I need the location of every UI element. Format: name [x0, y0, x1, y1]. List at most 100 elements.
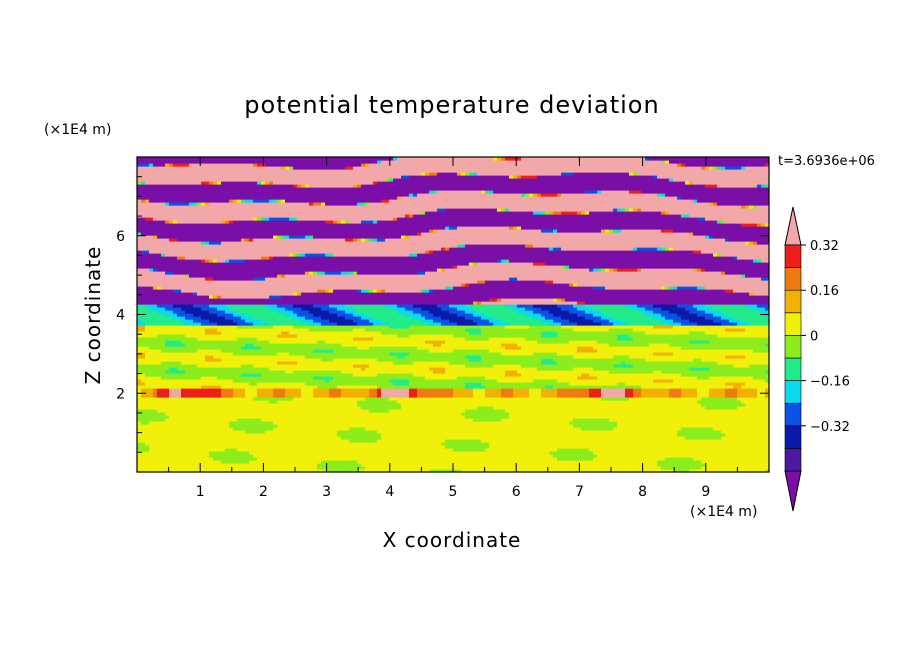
contour-cell	[233, 430, 238, 434]
contour-cell	[569, 460, 574, 464]
contour-cell	[469, 445, 474, 449]
contour-cell	[553, 439, 558, 443]
contour-cell	[621, 436, 626, 440]
contour-cell	[137, 469, 142, 472]
contour-cell	[689, 442, 694, 446]
contour-cell	[369, 463, 374, 467]
contour-cell	[197, 469, 202, 472]
contour-cell	[565, 460, 570, 464]
contour-cell	[185, 460, 190, 464]
contour-cell	[581, 466, 586, 470]
contour-cell	[693, 469, 698, 472]
contour-cell	[497, 439, 502, 443]
contour-cell	[233, 442, 238, 446]
contour-cell	[173, 436, 178, 440]
contour-cell	[441, 454, 446, 458]
contour-cell	[165, 454, 170, 458]
contour-cell	[189, 433, 194, 437]
contour-cell	[153, 451, 158, 455]
contour-cell	[613, 430, 618, 434]
contour-cell	[229, 460, 234, 464]
contour-cell	[477, 457, 482, 461]
contour-cell	[237, 445, 242, 449]
contour-cell	[193, 451, 198, 455]
contour-cell	[457, 451, 462, 455]
contour-cell	[693, 442, 698, 446]
contour-cell	[385, 460, 390, 464]
contour-cell	[149, 451, 154, 455]
contour-cell	[521, 445, 526, 449]
contour-cell	[513, 430, 518, 434]
contour-cell	[753, 448, 758, 452]
contour-cell	[357, 466, 362, 470]
contour-cell	[153, 436, 158, 440]
contour-cell	[329, 454, 334, 458]
contour-cell	[565, 463, 570, 467]
contour-cell	[325, 445, 330, 449]
contour-cell	[705, 454, 710, 458]
contour-cell	[597, 448, 602, 452]
contour-cell	[553, 454, 558, 458]
contour-cell	[365, 439, 370, 443]
contour-cell	[757, 448, 762, 452]
contour-cell	[497, 454, 502, 458]
contour-cell	[309, 442, 314, 446]
contour-cell	[497, 466, 502, 470]
contour-cell	[413, 454, 418, 458]
contour-cell	[737, 445, 742, 449]
contour-cell	[617, 463, 622, 467]
contour-cell	[381, 448, 386, 452]
contour-cell	[653, 448, 658, 452]
contour-cell	[369, 430, 374, 434]
contour-cell	[209, 439, 214, 443]
contour-cell	[589, 445, 594, 449]
contour-cell	[505, 430, 510, 434]
contour-cell	[729, 463, 734, 467]
contour-cell	[169, 430, 174, 434]
contour-cell	[573, 445, 578, 449]
contour-cell	[525, 460, 530, 464]
contour-cell	[461, 445, 466, 449]
contour-cell	[389, 463, 394, 467]
contour-cell	[737, 442, 742, 446]
contour-cell	[493, 454, 498, 458]
contour-cell	[749, 466, 754, 470]
contour-cell	[161, 439, 166, 443]
contour-cell	[277, 430, 282, 434]
contour-cell	[189, 448, 194, 452]
contour-cell	[501, 442, 506, 446]
contour-cell	[313, 457, 318, 461]
contour-cell	[185, 466, 190, 470]
contour-cell	[433, 433, 438, 437]
contour-cell	[605, 460, 610, 464]
contour-cell	[741, 451, 746, 455]
contour-cell	[333, 427, 338, 431]
contour-cell	[573, 436, 578, 440]
contour-cell	[425, 439, 430, 443]
contour-cell	[721, 430, 726, 434]
contour-cell	[721, 460, 726, 464]
contour-cell	[317, 442, 322, 446]
contour-cell	[429, 448, 434, 452]
contour-cell	[745, 433, 750, 437]
contour-cell	[641, 454, 646, 458]
contour-cell	[153, 454, 158, 458]
contour-cell	[529, 451, 534, 455]
contour-cell	[505, 433, 510, 437]
contour-cell	[281, 445, 286, 449]
contour-cell	[341, 466, 346, 470]
contour-cell	[313, 436, 318, 440]
contour-cell	[741, 466, 746, 470]
contour-cell	[473, 433, 478, 437]
contour-cell	[517, 442, 522, 446]
contour-cell	[377, 460, 382, 464]
contour-cell	[681, 460, 686, 464]
contour-cell	[745, 454, 750, 458]
contour-cell	[557, 460, 562, 464]
contour-cell	[389, 466, 394, 470]
contour-cell	[577, 460, 582, 464]
contour-cell	[765, 451, 769, 455]
contour-cell	[761, 433, 766, 437]
contour-cell	[533, 460, 538, 464]
contour-cell	[717, 460, 722, 464]
